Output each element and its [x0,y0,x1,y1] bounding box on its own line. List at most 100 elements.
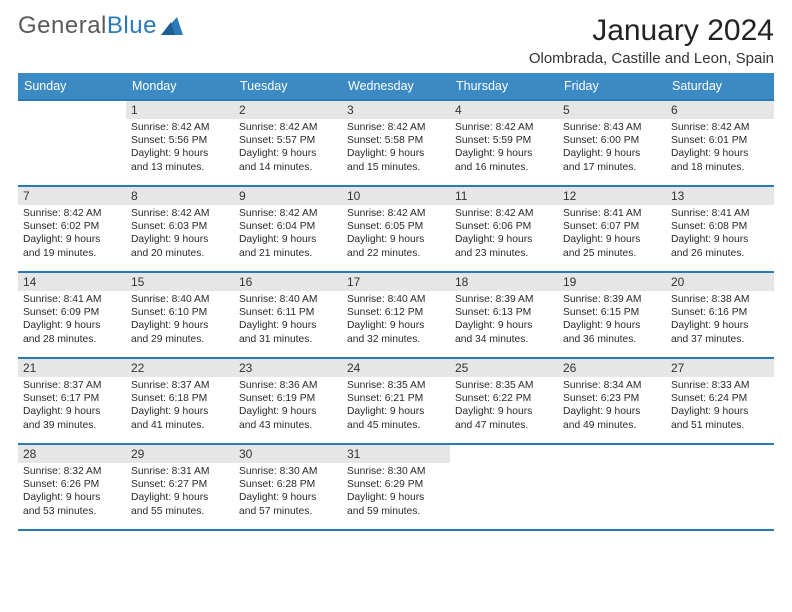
daylight-line-2: and 25 minutes. [563,247,661,260]
daylight-line-2: and 17 minutes. [563,161,661,174]
sunset-label: Sunset: [23,479,58,490]
calendar-cell: 25Sunrise: 8:35 AMSunset: 6:22 PMDayligh… [450,358,558,444]
sunrise-line: Sunrise: 8:42 AM [131,207,229,220]
day-number: 31 [342,445,450,463]
sunset-label: Sunset: [563,221,598,232]
sunset-line: Sunset: 6:24 PM [671,392,769,405]
day-number: 10 [342,187,450,205]
dow-header: Friday [558,73,666,100]
sunset-value: 6:15 PM [601,307,639,318]
daylight-line-2: and 55 minutes. [131,505,229,518]
calendar-body: 1Sunrise: 8:42 AMSunset: 5:56 PMDaylight… [18,100,774,530]
sunset-value: 6:17 PM [61,393,99,404]
brand-part1: General [18,14,107,38]
day-number: 11 [450,187,558,205]
calendar-cell: 11Sunrise: 8:42 AMSunset: 6:06 PMDayligh… [450,186,558,272]
daylight-line-2: and 29 minutes. [131,333,229,346]
daylight-line-2: and 59 minutes. [347,505,445,518]
daylight-line-2: and 15 minutes. [347,161,445,174]
sunrise-line: Sunrise: 8:38 AM [671,293,769,306]
day-details: Sunrise: 8:35 AMSunset: 6:22 PMDaylight:… [450,377,558,436]
brand-part2: Blue [107,14,157,38]
daylight-line-1: Daylight: 9 hours [563,319,661,332]
sunrise-label: Sunrise: [347,122,385,133]
daylight-line-2: and 41 minutes. [131,419,229,432]
sunset-line: Sunset: 6:09 PM [23,306,121,319]
sunset-line: Sunset: 6:07 PM [563,220,661,233]
daylight-line-1: Daylight: 9 hours [347,233,445,246]
sunrise-value: 8:35 AM [496,380,534,391]
daylight-line-1: Daylight: 9 hours [131,491,229,504]
daylight-line-1: Daylight: 9 hours [455,405,553,418]
sunset-line: Sunset: 6:15 PM [563,306,661,319]
sunset-line: Sunset: 6:06 PM [455,220,553,233]
sunset-value: 6:13 PM [493,307,531,318]
day-details: Sunrise: 8:40 AMSunset: 6:12 PMDaylight:… [342,291,450,350]
day-number: 12 [558,187,666,205]
sunset-value: 6:01 PM [709,135,747,146]
day-details: Sunrise: 8:39 AMSunset: 6:15 PMDaylight:… [558,291,666,350]
day-number: 27 [666,359,774,377]
sunrise-line: Sunrise: 8:40 AM [347,293,445,306]
dow-header: Thursday [450,73,558,100]
calendar-week: 14Sunrise: 8:41 AMSunset: 6:09 PMDayligh… [18,272,774,358]
calendar-cell: 6Sunrise: 8:42 AMSunset: 6:01 PMDaylight… [666,100,774,186]
sunrise-label: Sunrise: [239,294,277,305]
sunrise-label: Sunrise: [239,122,277,133]
daylight-line-2: and 19 minutes. [23,247,121,260]
daylight-line-2: and 32 minutes. [347,333,445,346]
daylight-line-2: and 28 minutes. [23,333,121,346]
sunset-label: Sunset: [23,221,58,232]
sunset-value: 6:26 PM [61,479,99,490]
sunset-value: 6:02 PM [61,221,99,232]
sunrise-line: Sunrise: 8:35 AM [455,379,553,392]
sunrise-value: 8:42 AM [280,122,318,133]
sunrise-label: Sunrise: [347,466,385,477]
sunset-value: 6:23 PM [601,393,639,404]
sunset-line: Sunset: 6:04 PM [239,220,337,233]
sunrise-value: 8:33 AM [712,380,750,391]
sunrise-label: Sunrise: [563,208,601,219]
day-number: 9 [234,187,342,205]
daylight-line-2: and 53 minutes. [23,505,121,518]
sunrise-line: Sunrise: 8:35 AM [347,379,445,392]
sunrise-value: 8:42 AM [388,208,426,219]
sunset-value: 6:00 PM [601,135,639,146]
sunset-label: Sunset: [131,479,166,490]
sunrise-value: 8:31 AM [172,466,210,477]
sunset-label: Sunset: [131,221,166,232]
sunset-label: Sunset: [563,307,598,318]
sunrise-label: Sunrise: [455,294,493,305]
calendar-table: SundayMondayTuesdayWednesdayThursdayFrid… [18,73,774,531]
calendar-cell: 19Sunrise: 8:39 AMSunset: 6:15 PMDayligh… [558,272,666,358]
sunrise-label: Sunrise: [131,208,169,219]
calendar-cell: 7Sunrise: 8:42 AMSunset: 6:02 PMDaylight… [18,186,126,272]
sunset-value: 6:12 PM [385,307,423,318]
daylight-line-2: and 21 minutes. [239,247,337,260]
sunrise-value: 8:43 AM [604,122,642,133]
sunrise-value: 8:40 AM [388,294,426,305]
sunset-value: 6:03 PM [169,221,207,232]
sunrise-label: Sunrise: [23,294,61,305]
sunset-label: Sunset: [347,393,382,404]
day-details: Sunrise: 8:41 AMSunset: 6:07 PMDaylight:… [558,205,666,264]
sunset-line: Sunset: 6:03 PM [131,220,229,233]
sunset-value: 6:06 PM [493,221,531,232]
sunrise-label: Sunrise: [563,294,601,305]
sunrise-label: Sunrise: [131,294,169,305]
sunrise-line: Sunrise: 8:41 AM [671,207,769,220]
calendar-cell: 17Sunrise: 8:40 AMSunset: 6:12 PMDayligh… [342,272,450,358]
sunset-value: 6:18 PM [169,393,207,404]
sunrise-label: Sunrise: [131,466,169,477]
brand-triangle-icon [161,16,183,40]
sunset-label: Sunset: [455,307,490,318]
sunrise-label: Sunrise: [131,122,169,133]
day-details: Sunrise: 8:42 AMSunset: 5:58 PMDaylight:… [342,119,450,178]
sunrise-label: Sunrise: [23,466,61,477]
calendar-cell: 15Sunrise: 8:40 AMSunset: 6:10 PMDayligh… [126,272,234,358]
sunrise-line: Sunrise: 8:42 AM [239,121,337,134]
calendar-cell: 8Sunrise: 8:42 AMSunset: 6:03 PMDaylight… [126,186,234,272]
daylight-line-1: Daylight: 9 hours [23,319,121,332]
calendar-cell: 29Sunrise: 8:31 AMSunset: 6:27 PMDayligh… [126,444,234,530]
day-details: Sunrise: 8:34 AMSunset: 6:23 PMDaylight:… [558,377,666,436]
